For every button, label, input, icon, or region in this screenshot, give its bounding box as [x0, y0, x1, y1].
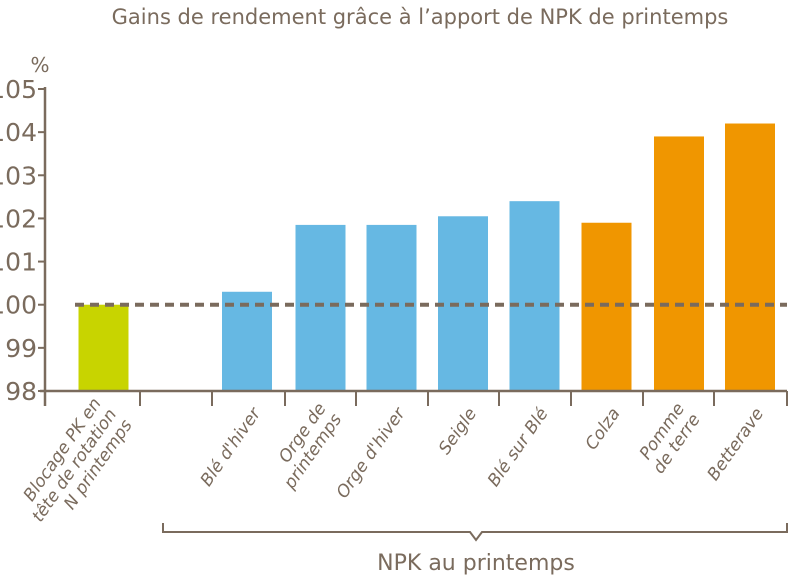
x-tick-label-line: Orge d'hiver	[333, 404, 410, 503]
x-tick-label: Seigle	[435, 404, 481, 458]
x-tick-label: Orge deprintemps	[264, 399, 346, 493]
x-tick-label: Pommede terre	[634, 399, 705, 477]
y-tick-label: 100	[0, 291, 37, 320]
x-tick-label: Blocage PK entête de rotationN printemps	[13, 394, 137, 537]
y-axis-label: %	[30, 53, 49, 77]
y-tick-label: 98	[5, 377, 37, 406]
x-tick-label-line: Seigle	[435, 404, 481, 458]
group-label: NPK au printemps	[377, 551, 575, 576]
y-tick-label: 104	[0, 118, 37, 147]
bar	[581, 222, 632, 391]
bar	[509, 201, 560, 391]
bar	[295, 224, 346, 391]
x-tick-label-line: Betterave	[704, 404, 768, 484]
x-tick-label: Orge d'hiver	[333, 404, 410, 503]
bar	[366, 224, 417, 391]
x-tick-label: Betterave	[704, 404, 768, 484]
y-tick-label: 103	[0, 161, 37, 190]
x-tick-label-line: Colza	[582, 404, 625, 453]
bar	[725, 123, 775, 391]
bar	[222, 291, 272, 391]
bar	[438, 216, 488, 391]
y-tick-label: 101	[0, 248, 37, 277]
y-tick-label: 105	[0, 75, 37, 104]
x-tick-label-line: Blé d'hiver	[197, 404, 266, 491]
group-bracket	[162, 523, 788, 542]
y-tick-label: 99	[5, 334, 37, 363]
x-tick-label: Colza	[582, 404, 625, 453]
x-tick-label: Blé d'hiver	[197, 404, 266, 491]
x-tick-label-line: Blé sur Blé	[484, 404, 553, 490]
bar	[654, 136, 704, 391]
bar	[78, 304, 129, 391]
y-tick-label: 102	[0, 204, 37, 233]
x-tick-label: Blé sur Blé	[484, 404, 553, 490]
chart-title: Gains de rendement grâce à l’apport de N…	[112, 5, 729, 29]
